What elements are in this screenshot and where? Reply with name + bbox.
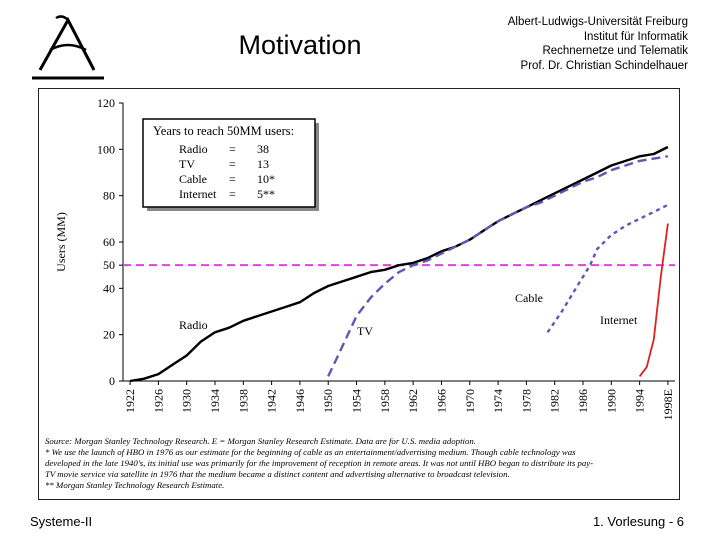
institution-line: Rechnernetze und Telematik xyxy=(542,45,688,57)
x-tick-label: 1922 xyxy=(123,389,137,413)
adoption-chart: 0 20 40 50 60 80 100 120 Users (MM) 1922 1926 1930 1… xyxy=(45,96,675,490)
x-tick-label: 1994 xyxy=(633,389,647,413)
legend-row-name: Cable xyxy=(179,172,207,186)
x-tick-label: 1966 xyxy=(434,389,448,413)
x-tick-label: 1958 xyxy=(378,389,392,413)
institution-line: Institut für Informatik xyxy=(583,30,688,43)
chart-note: Source: Morgan Stanley Technology Resear… xyxy=(45,436,476,446)
legend-row-years: 5** xyxy=(257,187,275,201)
series-label-internet: Internet xyxy=(600,313,638,327)
x-tick-label: 1942 xyxy=(265,389,279,413)
series-line-radio xyxy=(129,145,669,383)
x-tick-label: 1990 xyxy=(604,389,618,413)
legend-box: Years to reach 50MM users: Radio = 38 TV… xyxy=(142,118,319,211)
series-line-tv xyxy=(327,155,669,377)
footer-course: Systeme-II xyxy=(30,514,93,529)
x-tick-label: 1982 xyxy=(548,389,562,413)
y-tick-label: 60 xyxy=(103,235,115,249)
series-line-internet xyxy=(638,223,669,377)
legend-row-years: 13 xyxy=(257,157,269,171)
x-tick-label: 1998E xyxy=(661,389,675,420)
x-tick-label: 1950 xyxy=(321,389,335,413)
legend-row-name: Internet xyxy=(179,187,217,201)
x-tick-label: 1938 xyxy=(236,389,250,413)
chart-frame: 0 20 40 50 60 80 100 120 Users (MM) 1922 1926 1930 1… xyxy=(38,88,680,500)
y-tick-label: 20 xyxy=(103,328,115,342)
chart-note: TV movie service via satellite in 1976 t… xyxy=(45,469,510,479)
chart-note: ** Morgan Stanley Technology Research Es… xyxy=(45,480,224,490)
series-label-tv: TV xyxy=(357,324,373,338)
legend-row-years: 10* xyxy=(257,172,275,186)
y-tick-label: 120 xyxy=(97,96,115,110)
legend-row-eq: = xyxy=(229,142,236,156)
university-logo xyxy=(32,15,104,80)
legend-row-name: TV xyxy=(179,157,195,171)
y-tick-label: 0 xyxy=(109,374,115,388)
x-tick-label: 1978 xyxy=(519,389,533,413)
x-tick-label: 1926 xyxy=(151,389,165,413)
series-label-cable: Cable xyxy=(515,291,543,305)
x-tick-label: 1962 xyxy=(406,389,420,413)
x-tick-label: 1934 xyxy=(208,389,222,413)
x-tick-label: 1946 xyxy=(293,389,307,413)
y-tick-label: 100 xyxy=(97,142,115,156)
x-tick-label: 1954 xyxy=(350,389,364,413)
x-tick-label: 1970 xyxy=(463,389,477,413)
slide-title: Motivation xyxy=(238,30,362,60)
legend-row-eq: = xyxy=(229,187,236,201)
x-tick-label: 1930 xyxy=(180,389,194,413)
legend-row-eq: = xyxy=(229,157,236,171)
chart-series xyxy=(129,145,669,383)
y-tick-label: 40 xyxy=(103,281,115,295)
chart-axes: 0 20 40 50 60 80 100 120 Users (MM) 1922 1926 1930 1… xyxy=(54,96,675,420)
chart-note: * We use the launch of HBO in 1976 as ou… xyxy=(45,447,576,457)
institution-line: Prof. Dr. Christian Schindelhauer xyxy=(520,59,688,72)
series-line-cable xyxy=(546,203,669,333)
footer-page: 1. Vorlesung - 6 xyxy=(592,514,684,529)
legend-row-name: Radio xyxy=(179,142,208,156)
chart-note: developed in the late 1940's, its initia… xyxy=(45,458,593,468)
y-tick-label: 80 xyxy=(103,189,115,203)
institution-line: Albert-Ludwigs-Universität Freiburg xyxy=(507,16,688,28)
y-axis-label: Users (MM) xyxy=(54,212,68,272)
institution-block: Albert-Ludwigs-Universität Freiburg Inst… xyxy=(508,15,688,73)
x-tick-label: 1974 xyxy=(491,389,505,413)
legend-row-eq: = xyxy=(229,172,236,186)
legend-row-years: 38 xyxy=(257,142,269,156)
series-label-radio: Radio xyxy=(179,318,208,332)
legend-title: Years to reach 50MM users: xyxy=(153,124,294,138)
y-tick-label: 50 xyxy=(103,258,115,272)
x-tick-label: 1986 xyxy=(576,389,590,413)
